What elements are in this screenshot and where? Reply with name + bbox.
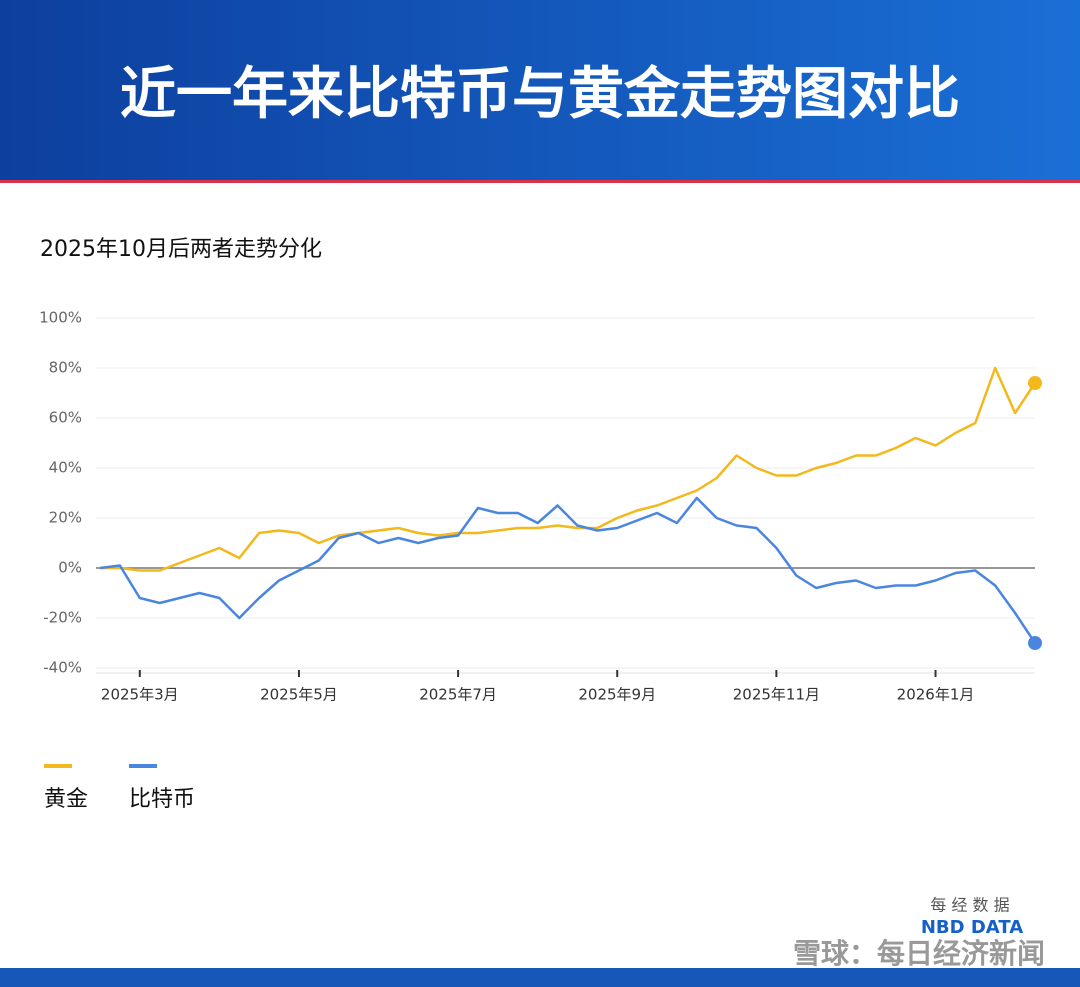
end-marker	[1028, 636, 1042, 650]
y-tick-label: 0%	[58, 559, 82, 577]
end-marker	[1028, 376, 1042, 390]
legend-label: 比特币	[129, 787, 195, 812]
y-tick-label: 20%	[49, 509, 82, 527]
y-tick-label: 80%	[49, 359, 82, 377]
y-tick-label: 100%	[39, 309, 82, 327]
source-cn: 每 经 数 据	[930, 896, 1009, 915]
title: 近一年来比特币与黄金走势图对比	[120, 62, 960, 127]
y-tick-label: -20%	[43, 609, 82, 627]
x-tick-label: 2025年3月	[101, 686, 179, 704]
x-tick-label: 2025年9月	[578, 686, 656, 704]
plot: -40% -20% 0% 20% 40% 60% 80% 100% 2025年3月 2025年5月…	[39, 309, 1042, 812]
line-series	[99, 496, 1037, 644]
x-tick-label: 2025年11月	[733, 686, 820, 704]
line-series	[100, 366, 1037, 572]
legend-label: 黄金	[44, 787, 88, 812]
header-rule	[0, 180, 1080, 183]
x-tick-label: 2026年1月	[897, 686, 975, 704]
y-tick-label: 40%	[49, 459, 82, 477]
y-tick-label: -40%	[43, 659, 82, 677]
footer-bar	[0, 968, 1080, 987]
y-tick-label: 60%	[49, 409, 82, 427]
credit: 雪球：每日经济新闻	[793, 937, 1045, 970]
x-tick-label: 2025年7月	[419, 686, 497, 704]
source-en: NBD DATA	[921, 917, 1023, 938]
subtitle: 2025年10月后两者走势分化	[40, 237, 322, 262]
header	[0, 0, 1080, 180]
x-tick-label: 2025年5月	[260, 686, 338, 704]
